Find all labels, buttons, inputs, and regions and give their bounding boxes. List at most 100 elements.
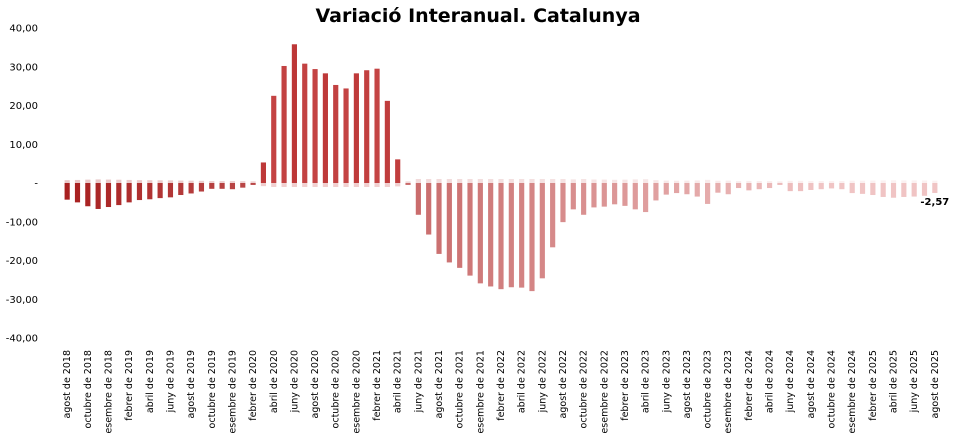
x-tick-label: octubre de 2023 (703, 350, 714, 428)
bar (85, 183, 91, 207)
bar (126, 183, 132, 203)
bar (911, 183, 917, 197)
bar-reflection (415, 179, 421, 183)
bars-group (64, 44, 938, 292)
bar-reflection (333, 183, 339, 187)
x-axis: agost de 2018 octubre de 2018 desembre de … (62, 350, 941, 433)
bar-reflection (705, 179, 711, 183)
bar-reflection (735, 181, 742, 183)
chart-title: Variació Interanual. Catalunya (315, 5, 640, 27)
bar-reflection (426, 179, 432, 183)
bar-reflection (312, 183, 318, 187)
y-tick-label: 30,00 (9, 62, 38, 73)
bar (353, 73, 359, 183)
bar-reflection (85, 179, 91, 183)
bar (209, 183, 215, 189)
x-tick-label: abril de 2021 (393, 350, 404, 413)
bar (859, 183, 866, 194)
bar (601, 183, 607, 207)
bar-reflection (209, 181, 215, 183)
bar-reflection (756, 181, 762, 183)
bar (529, 183, 535, 292)
x-tick-label: febrer de 2022 (496, 350, 507, 421)
bar-reflection (715, 180, 721, 183)
x-tick-label: juny de 2024 (785, 350, 796, 413)
x-tick-label: abril de 2025 (889, 350, 900, 413)
bar (550, 183, 556, 248)
x-tick-label: febrer de 2023 (620, 350, 631, 421)
bar (457, 183, 463, 268)
bar (684, 183, 690, 195)
bar (622, 183, 628, 206)
bar (756, 183, 762, 190)
bar (663, 183, 669, 195)
x-tick-label: abril de 2022 (517, 350, 528, 413)
bar-reflection (508, 179, 514, 183)
bar-reflection (560, 179, 566, 183)
bar (167, 183, 174, 198)
bar (64, 183, 70, 200)
y-axis: 40,00 30,00 20,00 10,00 - -10,00 -20,00 -30,00 -… (6, 24, 39, 345)
bar (808, 183, 814, 190)
bar-reflection (529, 179, 535, 183)
bar-reflection (116, 179, 122, 183)
bar-reflection (250, 181, 256, 183)
y-tick-label: -10,00 (6, 217, 38, 228)
x-tick-label: desembre de 2024 (847, 350, 858, 433)
bar-reflection (219, 181, 225, 183)
bar (797, 183, 804, 192)
bar-reflection (271, 183, 277, 187)
bar (508, 183, 514, 288)
bar-reflection (828, 181, 835, 183)
bar (364, 70, 370, 183)
bar (436, 183, 442, 254)
bar-reflection (550, 179, 556, 183)
bar (219, 183, 225, 189)
x-tick-label: juny de 2019 (165, 350, 176, 413)
bar-reflection (64, 180, 70, 183)
bar-reflection (911, 180, 917, 183)
bar (95, 183, 101, 209)
bar (240, 183, 246, 188)
bar-reflection (95, 179, 101, 183)
bar-reflection (157, 180, 163, 183)
bar-reflection (663, 180, 669, 183)
bar-reflection (622, 179, 628, 183)
bar (415, 183, 421, 215)
bar-reflection (890, 180, 897, 183)
bar (136, 183, 143, 201)
x-tick-label: febrer de 2020 (248, 350, 259, 421)
bar-reflection (353, 183, 359, 187)
bar-reflection (74, 179, 81, 183)
bar-reflection (136, 180, 143, 183)
y-tick-label: 10,00 (9, 140, 38, 151)
bar (498, 183, 504, 290)
bar (198, 183, 205, 192)
bar-reflection (178, 180, 184, 183)
bar (870, 183, 876, 196)
bar-reflection (519, 179, 525, 183)
bar (839, 183, 845, 190)
x-tick-label: octubre de 2018 (83, 350, 94, 428)
bar (302, 63, 308, 183)
bar-reflection (302, 183, 308, 187)
x-tick-label: agost de 2025 (930, 350, 941, 418)
bar-reflection (167, 180, 174, 183)
bar-reflection (322, 183, 328, 187)
bar-reflection (901, 180, 907, 183)
bar-reflection (581, 179, 587, 183)
bar (694, 183, 700, 197)
bar (260, 162, 267, 183)
x-tick-label: desembre de 2023 (723, 350, 734, 433)
bar (188, 183, 194, 194)
bar (105, 183, 112, 208)
bar (539, 183, 545, 279)
bar-reflection (839, 181, 845, 183)
bar (343, 88, 349, 183)
bar (488, 183, 494, 287)
bar-reflection (446, 179, 452, 183)
bar-reflection (126, 179, 132, 183)
bar (581, 183, 587, 215)
bar (446, 183, 452, 263)
